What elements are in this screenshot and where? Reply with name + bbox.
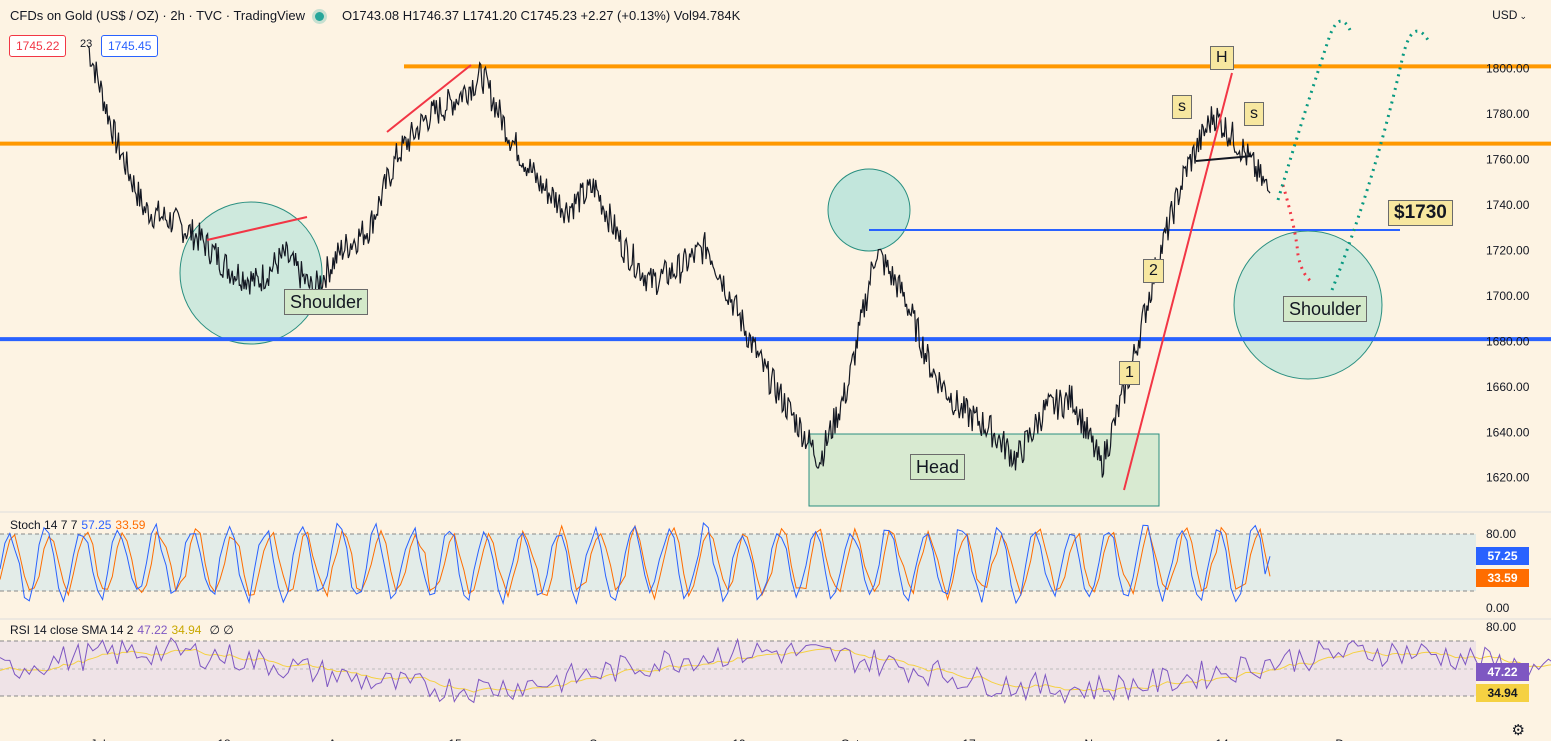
- rsi-sma-value: 34.94: [171, 623, 202, 637]
- stoch-tick-label: 0.00: [1486, 601, 1510, 615]
- y-tick-label: 1640.00: [1486, 425, 1530, 439]
- y-tick-label: 1700.00: [1486, 289, 1530, 303]
- label-shoulder-left: Shoulder: [284, 289, 369, 315]
- x-tick-label: 19: [732, 737, 746, 741]
- rsi-visibility-icons[interactable]: ∅ ∅: [209, 623, 234, 637]
- rsi-series: [0, 637, 1551, 704]
- y-tick-label: 1780.00: [1486, 107, 1530, 121]
- x-tick-label: 18: [217, 737, 231, 741]
- bid-price-box[interactable]: 1745.22: [9, 35, 67, 57]
- x-tick-label: Nov: [1084, 737, 1105, 741]
- neckline-black: [1195, 155, 1253, 162]
- projection-green-1: [1276, 19, 1352, 201]
- trendline-red-1: [386, 64, 472, 133]
- x-tick-label: Oct: [841, 737, 860, 741]
- rsi-sma-tag: 34.94: [1476, 684, 1529, 702]
- currency-label: USD: [1492, 8, 1518, 22]
- x-tick-label: Dec: [1335, 737, 1356, 741]
- y-tick-label: 1680.00: [1486, 334, 1530, 348]
- price-line: [87, 45, 1271, 478]
- y-tick-label: 1620.00: [1486, 471, 1530, 485]
- stoch-k-tag: 57.25: [1476, 547, 1529, 565]
- label-price-target: $1730: [1388, 200, 1453, 226]
- stoch-series: [0, 521, 1271, 606]
- ask-price-box[interactable]: 1745.45: [101, 35, 159, 57]
- y-tick-label: 1720.00: [1486, 243, 1530, 257]
- chart-header: CFDs on Gold (US$ / OZ) · 2h · TVC · Tra…: [10, 8, 740, 23]
- ohlc-readout: O1743.08 H1746.37 L1741.20 C1745.23 +2.2…: [342, 8, 741, 23]
- trendline-red-3: [1123, 72, 1233, 491]
- label-head: Head: [910, 454, 966, 480]
- rsi-label: RSI 14 close SMA 14 2: [10, 623, 134, 637]
- rsi-tick-label: 80.00: [1486, 620, 1516, 634]
- spread-value: 23: [80, 38, 93, 50]
- label-wave-2: 2: [1143, 259, 1164, 283]
- projection-red: [1281, 184, 1313, 284]
- rsi-sma-line: [0, 648, 1551, 693]
- horizontal-lines: [0, 64, 1551, 342]
- price-series: [87, 45, 1271, 478]
- label-shoulder-right: Shoulder: [1283, 296, 1368, 322]
- stoch-d-value: 33.59: [115, 518, 146, 532]
- trendline-red-2: [206, 216, 308, 241]
- x-tick-label: 14: [1215, 737, 1229, 741]
- rsi-tag: 47.22: [1476, 663, 1529, 681]
- settings-gear-icon[interactable]: ⚙: [1511, 722, 1525, 739]
- y-tick-label: 1660.00: [1486, 380, 1530, 394]
- x-tick-label: Sep: [589, 737, 611, 741]
- stoch-legend[interactable]: Stoch 14 7 7 57.25 33.59: [10, 518, 145, 532]
- stoch-k-value: 57.25: [81, 518, 112, 532]
- rsi-legend[interactable]: RSI 14 close SMA 14 2 47.22 34.94 ∅ ∅: [10, 623, 234, 637]
- x-tick-label: Aug: [328, 737, 349, 741]
- head-box: [808, 433, 1160, 507]
- neckline-circle: [827, 168, 911, 252]
- label-wave-1: 1: [1119, 361, 1140, 385]
- stoch-k-line: [0, 521, 1271, 606]
- y-axis: 1620.00 1640.00 1660.00 1680.00 1700.00 1720.…: [1486, 62, 1530, 634]
- x-tick-label: 17: [962, 737, 976, 741]
- label-s-left: s: [1172, 95, 1192, 119]
- x-tick-label: 15: [448, 737, 462, 741]
- y-tick-label: 1760.00: [1486, 153, 1530, 167]
- y-tick-label: 1800.00: [1486, 62, 1530, 76]
- label-h: H: [1210, 46, 1234, 70]
- chevron-down-icon: ⌄: [1519, 11, 1527, 21]
- rsi-value: 47.22: [137, 623, 168, 637]
- x-tick-label: Jul: [90, 737, 105, 741]
- stoch-d-tag: 33.59: [1476, 569, 1529, 587]
- stoch-tick-label: 80.00: [1486, 527, 1516, 541]
- currency-selector[interactable]: USD ⌄: [1492, 8, 1527, 22]
- symbol-title[interactable]: CFDs on Gold (US$ / OZ) · 2h · TVC · Tra…: [10, 8, 305, 23]
- label-s-right: s: [1244, 102, 1264, 126]
- x-axis: Jul 18 Aug 15 Sep 19 Oct 17 Nov 14 Dec: [90, 737, 1356, 741]
- y-tick-label: 1740.00: [1486, 198, 1530, 212]
- market-status-icon: [315, 12, 324, 22]
- stoch-label: Stoch 14 7 7: [10, 518, 78, 532]
- rsi-line: [0, 637, 1551, 704]
